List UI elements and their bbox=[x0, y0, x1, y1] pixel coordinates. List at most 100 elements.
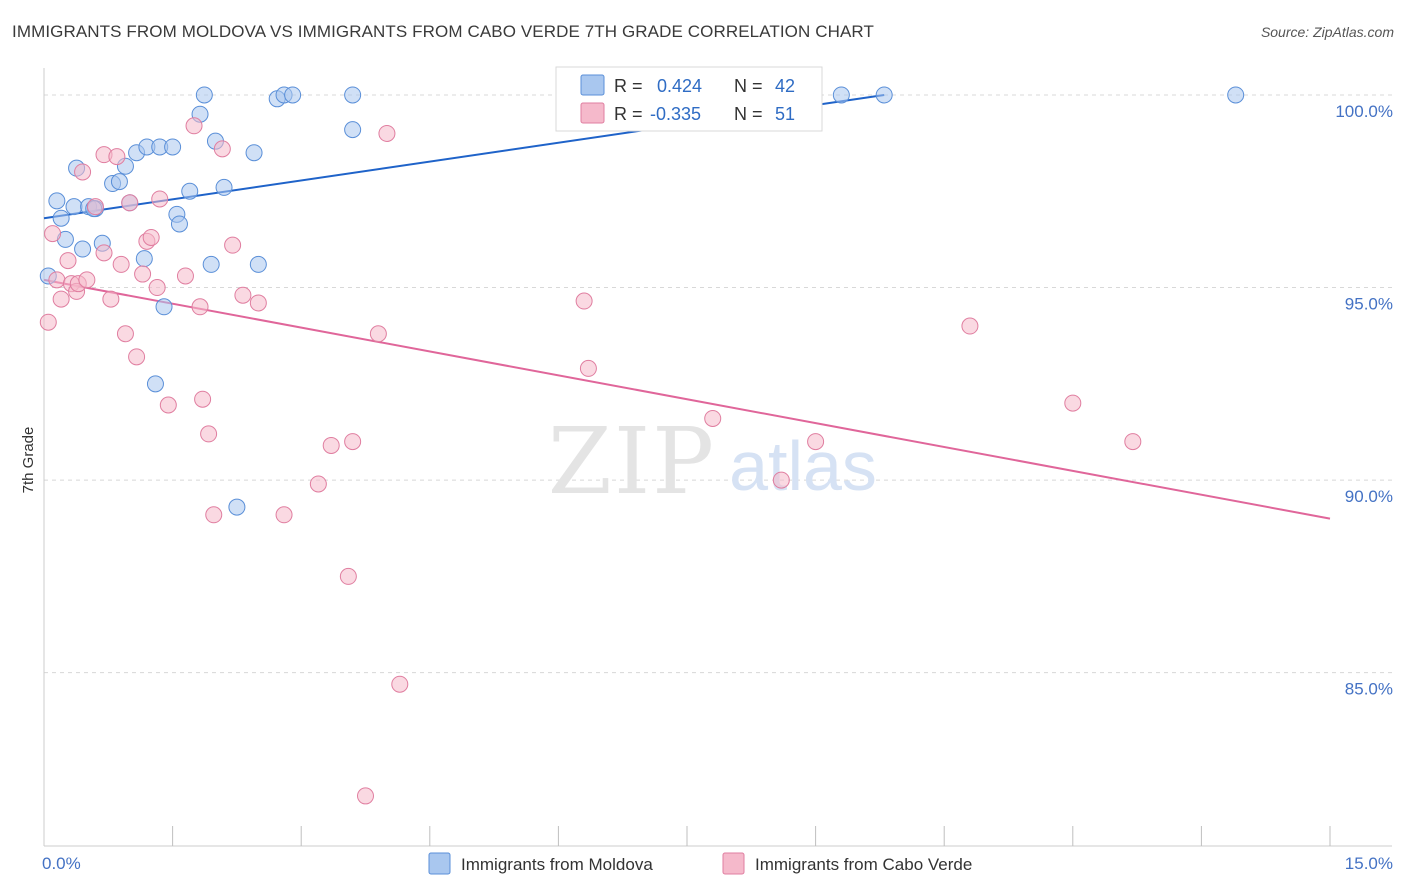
caboverde-point bbox=[185, 117, 203, 135]
y-tick-label: 90.0% bbox=[1345, 487, 1393, 506]
source-label: Source: ZipAtlas.com bbox=[1260, 24, 1394, 40]
legend-n-value-caboverde: 51 bbox=[775, 104, 795, 124]
moldova-point bbox=[135, 250, 153, 268]
caboverde-point bbox=[772, 471, 790, 489]
caboverde-point bbox=[213, 140, 231, 158]
caboverde-point bbox=[108, 148, 126, 166]
legend-r-value-caboverde: -0.335 bbox=[650, 104, 701, 124]
series-legend-label-caboverde: Immigrants from Cabo Verde bbox=[755, 855, 972, 874]
series-legend-label-moldova: Immigrants from Moldova bbox=[461, 855, 653, 874]
y-tick-label: 100.0% bbox=[1335, 102, 1393, 121]
moldova-point bbox=[284, 86, 302, 104]
caboverde-point bbox=[78, 271, 96, 289]
caboverde-point bbox=[194, 390, 212, 408]
moldova-point bbox=[344, 86, 362, 104]
moldova-point bbox=[344, 121, 362, 139]
caboverde-trend-line bbox=[43, 278, 1331, 520]
moldova-point bbox=[65, 198, 83, 216]
caboverde-point bbox=[344, 433, 362, 451]
caboverde-point bbox=[275, 506, 293, 524]
moldova-point bbox=[202, 255, 220, 273]
gridlines bbox=[44, 94, 1392, 674]
caboverde-point bbox=[704, 409, 722, 427]
legend-n-label-caboverde: N = bbox=[734, 104, 763, 124]
caboverde-point bbox=[176, 267, 194, 285]
moldova-point bbox=[146, 375, 164, 393]
y-tick-label: 85.0% bbox=[1345, 680, 1393, 699]
caboverde-point bbox=[142, 228, 160, 246]
caboverde-point bbox=[121, 194, 139, 212]
x-tick-label: 0.0% bbox=[42, 854, 81, 873]
caboverde-point bbox=[48, 271, 66, 289]
moldova-point bbox=[155, 298, 173, 316]
caboverde-point bbox=[357, 787, 374, 805]
caboverde-point bbox=[102, 290, 120, 308]
caboverde-point bbox=[224, 236, 242, 254]
caboverde-point bbox=[807, 433, 825, 451]
caboverde-point bbox=[39, 313, 57, 331]
caboverde-point bbox=[52, 290, 70, 308]
caboverde-point bbox=[74, 163, 92, 181]
moldova-point bbox=[52, 209, 70, 227]
caboverde-point bbox=[200, 425, 218, 443]
caboverde-point bbox=[369, 325, 387, 343]
moldova-point bbox=[110, 173, 128, 191]
moldova-point bbox=[215, 178, 233, 196]
correlation-legend: R = 0.424 N = 42 R = -0.335 N = 51 bbox=[555, 66, 823, 132]
legend-r-label-moldova: R = bbox=[614, 76, 643, 96]
series-legend: Immigrants from Moldova Immigrants from … bbox=[428, 852, 972, 875]
caboverde-point bbox=[148, 279, 166, 297]
legend-r-label-caboverde: R = bbox=[614, 104, 643, 124]
y-axis-label: 7th Grade bbox=[20, 427, 37, 494]
moldova-point bbox=[1227, 86, 1245, 104]
caboverde-point bbox=[191, 298, 209, 316]
moldova-point bbox=[164, 138, 182, 156]
chart-title: IMMIGRANTS FROM MOLDOVA VS IMMIGRANTS FR… bbox=[12, 22, 874, 41]
moldova-point bbox=[181, 182, 199, 200]
moldova-point bbox=[832, 86, 850, 104]
caboverde-point bbox=[234, 286, 252, 304]
moldova-point bbox=[875, 86, 893, 104]
series-legend-swatch-caboverde bbox=[722, 852, 745, 875]
caboverde-point bbox=[116, 325, 134, 343]
moldova-point bbox=[228, 498, 246, 516]
x-tick-label: 15.0% bbox=[1345, 854, 1393, 873]
caboverde-point bbox=[322, 436, 340, 454]
caboverde-point bbox=[339, 567, 357, 585]
watermark: ZIP atlas bbox=[548, 408, 877, 515]
moldova-point bbox=[245, 144, 263, 162]
legend-r-value-moldova: 0.424 bbox=[657, 76, 702, 96]
axes bbox=[43, 68, 1392, 847]
moldova-point bbox=[74, 240, 92, 258]
caboverde-point bbox=[159, 396, 177, 414]
caboverde-point bbox=[128, 348, 146, 366]
caboverde-point bbox=[205, 506, 223, 524]
x-tick-labels: 0.0% 15.0% bbox=[42, 854, 1393, 873]
caboverde-point bbox=[59, 252, 77, 270]
caboverde-point bbox=[86, 198, 104, 216]
y-tick-label: 95.0% bbox=[1345, 295, 1393, 314]
caboverde-point bbox=[391, 675, 409, 693]
caboverde-point bbox=[1064, 394, 1082, 412]
caboverde-point bbox=[112, 255, 130, 273]
moldova-point bbox=[195, 86, 213, 104]
moldova-point bbox=[170, 215, 188, 233]
caboverde-point bbox=[134, 265, 152, 283]
series-legend-swatch-moldova bbox=[428, 852, 451, 875]
caboverde-point bbox=[309, 475, 327, 493]
legend-n-label-moldova: N = bbox=[734, 76, 763, 96]
legend-swatch-caboverde bbox=[580, 102, 605, 124]
caboverde-point bbox=[575, 292, 593, 310]
legend-n-value-moldova: 42 bbox=[775, 76, 795, 96]
watermark-zip: ZIP bbox=[548, 408, 716, 515]
caboverde-point bbox=[961, 317, 979, 335]
watermark-atlas: atlas bbox=[729, 427, 877, 505]
legend-swatch-moldova bbox=[580, 74, 605, 96]
caboverde-point bbox=[151, 190, 169, 208]
moldova-point bbox=[249, 255, 267, 273]
moldova-point bbox=[48, 192, 66, 210]
caboverde-point bbox=[44, 225, 62, 243]
caboverde-point bbox=[1124, 433, 1142, 451]
caboverde-point bbox=[95, 244, 113, 262]
